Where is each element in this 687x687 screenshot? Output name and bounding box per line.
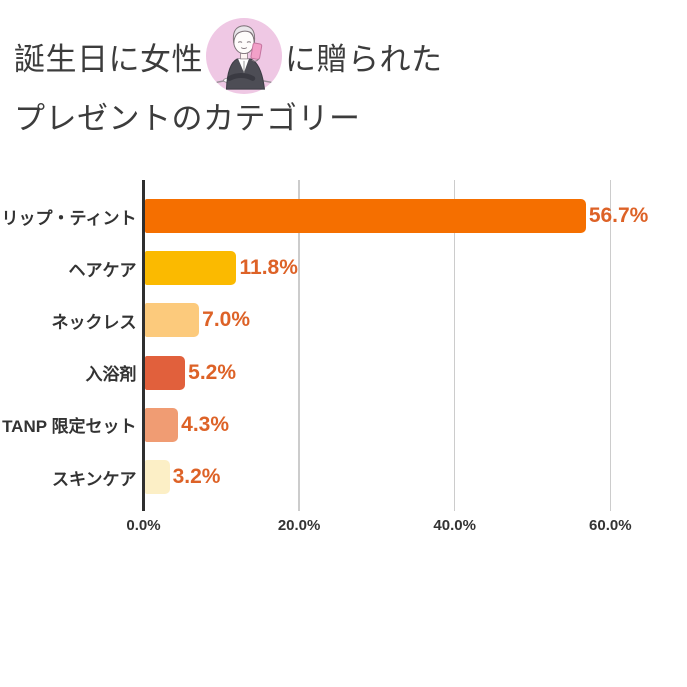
woman-avatar-icon — [205, 17, 283, 95]
bar-1 — [144, 251, 237, 286]
title-text-after-avatar: に贈られた — [285, 41, 443, 77]
category-label-0: リップ・ティント — [1, 208, 137, 228]
bar-4 — [144, 407, 179, 442]
title-line-2: プレゼントのカテゴリー — [14, 101, 361, 136]
category-label-4: TANP 限定セット — [2, 417, 137, 437]
bar-0 — [144, 199, 586, 233]
category-label-2: ネックレス — [51, 312, 137, 332]
value-label-2: 7.0% — [202, 308, 251, 332]
value-label-0: 56.7% — [588, 204, 649, 227]
bar-5 — [144, 460, 170, 494]
gridline-60 — [609, 180, 612, 511]
title-line-1: 誕生日に女性 に贈られた — [14, 14, 443, 98]
category-label-5: スキンケア — [52, 469, 137, 489]
bar-3 — [144, 355, 186, 390]
x-tick-label-20.0%: 20.0% — [277, 517, 321, 534]
value-label-5: 3.2% — [172, 465, 221, 488]
title-text-before-avatar: 誕生日に女性 — [14, 41, 203, 77]
x-tick-label-0.0%: 0.0% — [126, 517, 161, 534]
bar-2 — [144, 303, 200, 338]
value-label-3: 5.2% — [188, 360, 237, 384]
category-label-3: 入浴剤 — [85, 365, 137, 385]
x-tick-label-60.0%: 60.0% — [589, 517, 632, 534]
chart-title: 誕生日に女性 に贈られた — [14, 14, 443, 139]
y-axis-line — [142, 180, 145, 511]
value-label-1: 11.8% — [239, 256, 298, 280]
gridline-40 — [453, 180, 456, 511]
gridline-20 — [298, 180, 300, 511]
value-label-4: 4.3% — [181, 412, 230, 436]
x-tick-label-40.0%: 40.0% — [433, 517, 476, 534]
category-label-1: ヘアケア — [68, 260, 137, 280]
